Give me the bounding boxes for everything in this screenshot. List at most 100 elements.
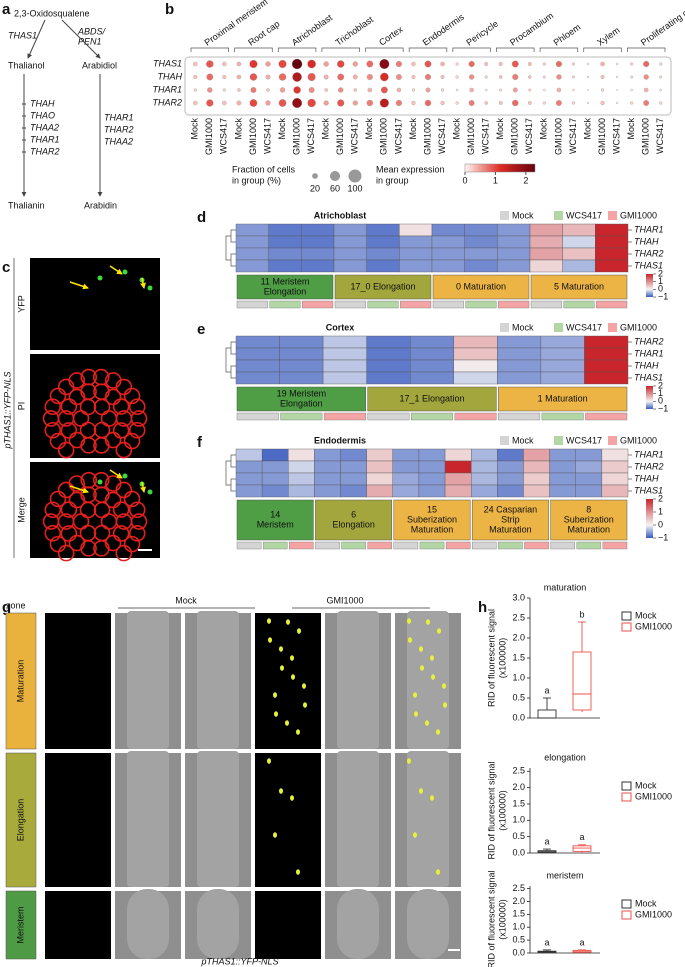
pointer-arrow xyxy=(140,481,146,493)
bracket xyxy=(321,47,360,52)
heatmap-cell xyxy=(235,335,280,349)
color-scale-label: 1 xyxy=(658,276,663,286)
zone-label: Elongation xyxy=(15,799,25,842)
group-label: Meristem xyxy=(257,519,294,529)
panel-label: b xyxy=(165,1,174,18)
dot xyxy=(193,75,198,79)
legend-swatch xyxy=(621,910,632,920)
heatmap-cell xyxy=(340,448,367,462)
dot xyxy=(307,59,316,69)
dot xyxy=(659,62,663,66)
gene-label: THAR1 xyxy=(152,84,182,94)
heatmap-cell xyxy=(235,223,269,237)
condition-strip xyxy=(341,541,366,550)
heatmap-cell xyxy=(562,235,596,249)
dot xyxy=(265,74,271,80)
group-box xyxy=(471,499,549,541)
cell-wall xyxy=(93,540,110,557)
heatmap-cell xyxy=(410,371,454,385)
dot xyxy=(587,89,589,91)
dot xyxy=(249,73,258,81)
dot xyxy=(556,74,562,80)
zone-header: zone xyxy=(6,600,26,610)
group-box xyxy=(432,274,530,300)
dot xyxy=(265,61,271,67)
heatmap-cell xyxy=(497,371,542,385)
dot xyxy=(455,88,459,92)
dot xyxy=(265,100,271,106)
dot xyxy=(193,100,198,106)
color-scale xyxy=(646,386,653,409)
cell-type-label: Endodermis xyxy=(421,12,466,48)
heatmap-cell xyxy=(595,259,629,273)
dendrogram xyxy=(225,454,236,492)
legend-label: GMI1000 xyxy=(620,435,657,445)
cell-wall xyxy=(128,524,146,542)
dot xyxy=(586,75,590,79)
condition-label: Mock xyxy=(277,118,287,140)
color-legend-label: 1 xyxy=(493,175,498,185)
condition-label: GMI1000 xyxy=(204,118,214,155)
micrograph xyxy=(45,891,111,959)
dot xyxy=(455,101,459,105)
pointer-arrow xyxy=(69,485,89,494)
dot xyxy=(337,99,345,107)
group-box xyxy=(315,499,393,541)
cell-wall xyxy=(44,524,62,542)
micrograph xyxy=(255,613,321,749)
condition-strip xyxy=(323,412,366,421)
dot xyxy=(616,101,619,105)
root-shape xyxy=(407,889,449,959)
condition-strip xyxy=(367,541,392,550)
cell-wall xyxy=(57,441,75,459)
group-label: Elongation xyxy=(264,286,307,296)
bracket xyxy=(539,47,579,52)
color-legend-label: 2 xyxy=(523,175,528,185)
heatmap-cell xyxy=(235,235,269,249)
color-legend-bar xyxy=(464,163,536,173)
dot xyxy=(206,99,214,107)
pointer-arrow xyxy=(140,277,146,289)
enzyme: THAH xyxy=(30,98,55,108)
channel-label: YFP xyxy=(16,295,26,313)
heatmap-cell xyxy=(464,223,498,237)
dot xyxy=(616,75,619,79)
bracket xyxy=(190,47,229,52)
significance-letter: b xyxy=(579,609,584,619)
cell-wall xyxy=(68,372,86,389)
channel-label: PI xyxy=(16,402,26,411)
condition-strip xyxy=(498,412,541,421)
size-legend-dot xyxy=(348,169,362,183)
zone-box xyxy=(5,890,37,960)
condition-label: GMI1000 xyxy=(335,118,345,155)
heatmap-cell xyxy=(322,359,367,373)
construct-label: pTHAS1::YFP-NLS xyxy=(200,956,278,966)
dot xyxy=(380,86,388,94)
heatmap-cell xyxy=(497,235,531,249)
dot xyxy=(630,88,633,92)
y-tick-label: 1.0 xyxy=(512,815,525,825)
dot xyxy=(193,88,197,92)
dot xyxy=(484,101,488,105)
legend-swatch xyxy=(500,211,509,220)
group-label: 0 Maturation xyxy=(456,281,506,291)
color-scale-label: 1 xyxy=(658,506,663,516)
plot-frame xyxy=(184,56,672,116)
dot xyxy=(279,87,286,93)
dot xyxy=(292,72,302,82)
condition-strip xyxy=(302,300,334,309)
group-box xyxy=(393,499,471,541)
nucleus xyxy=(443,702,447,708)
group-label: 1 Maturation xyxy=(538,393,588,403)
condition-label: WCS417 xyxy=(655,118,665,154)
group-label: 15 xyxy=(427,504,437,514)
condition-strip xyxy=(280,412,323,421)
heatmap-cell xyxy=(497,359,542,373)
legend-label: WCS417 xyxy=(566,435,602,445)
panel-label: d xyxy=(197,209,206,226)
heatmap-title: Cortex xyxy=(326,322,355,332)
heatmap-cell xyxy=(322,371,367,385)
cell-type-label: Xylem xyxy=(595,25,621,48)
cell-wall xyxy=(115,481,133,499)
